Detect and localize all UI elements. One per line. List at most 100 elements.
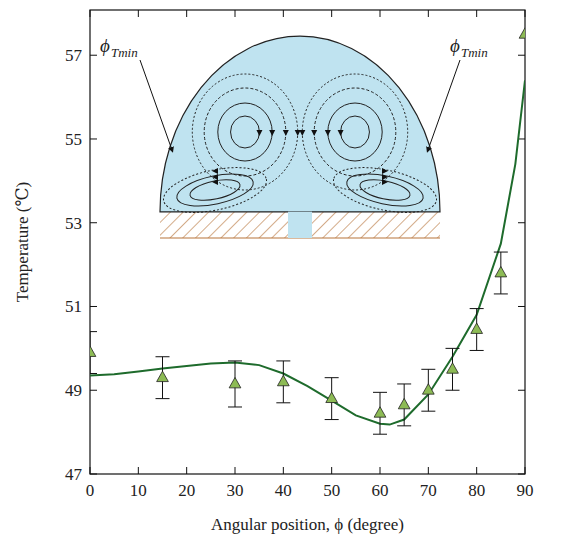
error-bar [494, 252, 508, 294]
streamline [341, 116, 370, 148]
annotation: ϕ [100, 35, 110, 56]
streamline [192, 74, 297, 190]
x-tick-top [138, 10, 139, 17]
error-bar [470, 309, 484, 351]
error-bar [373, 392, 387, 434]
x-tick-label: 10 [130, 481, 147, 500]
x-tick-top [186, 10, 187, 17]
fit-line [90, 80, 525, 424]
error-bar [397, 384, 411, 426]
flow-arrow [338, 130, 344, 136]
vortex-group [159, 74, 300, 220]
vortex-group [299, 74, 440, 220]
x-tick-top [331, 10, 332, 17]
streamline [302, 74, 407, 190]
error-bar [446, 348, 460, 390]
streamline [328, 103, 382, 161]
y-tick-right [518, 390, 525, 391]
x-tick [476, 467, 477, 474]
x-tick [186, 467, 187, 474]
flow-arrow [269, 130, 275, 136]
leader-line [140, 60, 172, 150]
data-point [229, 377, 241, 387]
data-point [277, 375, 289, 385]
x-tick-label: 0 [86, 481, 95, 500]
x-tick-label: 50 [323, 481, 340, 500]
x-tick-label: 30 [227, 481, 244, 500]
streamline [204, 88, 286, 176]
y-axis-title: Temperature (℃) [13, 182, 32, 302]
streamline [344, 168, 426, 212]
x-tick-top [476, 10, 477, 17]
x-tick-top [380, 10, 381, 17]
data-point [471, 323, 483, 333]
substrate-top [160, 211, 288, 212]
data-layer [90, 28, 525, 434]
error-bar [156, 357, 170, 399]
data-point [398, 398, 410, 408]
x-tick-top [283, 10, 284, 17]
chart: ϕTminϕTmin010203040506070809047495153555… [0, 0, 567, 556]
data-point [326, 392, 338, 402]
y-tick-right [518, 222, 525, 223]
data-point [519, 28, 525, 38]
error-bar [90, 332, 97, 374]
flow-arrow [212, 168, 218, 174]
error-bar [325, 378, 339, 420]
x-tick-label: 40 [275, 481, 292, 500]
x-tick-label: 90 [517, 481, 534, 500]
substrate-top [312, 211, 440, 212]
annotation-sub: Tmin [461, 45, 488, 60]
y-tick-label: 51 [65, 297, 82, 316]
y-tick [90, 55, 97, 56]
y-tick-label: 57 [65, 46, 83, 65]
flow-arrow [212, 174, 218, 180]
streamline [314, 88, 396, 176]
streamline [231, 116, 260, 148]
droplet [160, 36, 440, 212]
y-tick [90, 474, 97, 475]
data-point [422, 384, 434, 394]
y-tick-right [518, 474, 525, 475]
y-tick [90, 390, 97, 391]
streamline [329, 160, 440, 221]
flow-arrow [311, 130, 317, 136]
flow-arrow [382, 174, 388, 180]
data-point [157, 371, 169, 381]
x-tick [283, 467, 284, 474]
y-tick-label: 53 [65, 214, 82, 233]
error-bar [421, 369, 435, 411]
x-tick-label: 20 [178, 481, 195, 500]
flow-arrow [283, 130, 289, 136]
inset-diagram [159, 36, 440, 238]
x-tick-label: 80 [468, 481, 485, 500]
leader-line [428, 60, 460, 150]
data-point [374, 407, 386, 417]
flow-arrow [382, 179, 388, 185]
streamline [159, 160, 270, 221]
annotation-sub: Tmin [111, 45, 138, 60]
orifice [288, 212, 312, 238]
y-tick-right [518, 55, 525, 56]
x-tick [331, 467, 332, 474]
y-tick [90, 222, 97, 223]
flow-arrow [212, 179, 218, 185]
x-tick [138, 467, 139, 474]
flow-arrow [299, 130, 305, 136]
flow-arrow [256, 130, 262, 136]
x-tick-top [428, 10, 429, 17]
x-tick-label: 70 [420, 481, 437, 500]
x-tick-top [90, 10, 91, 17]
flow-arrow [382, 168, 388, 174]
data-point [447, 363, 459, 373]
x-tick-label: 60 [372, 481, 389, 500]
error-bar [276, 361, 290, 403]
y-tick-label: 55 [65, 130, 82, 149]
annotation: ϕ [450, 35, 460, 56]
x-tick-top [235, 10, 236, 17]
y-tick [90, 306, 97, 307]
x-tick [235, 467, 236, 474]
data-point [90, 346, 96, 356]
x-axis-title: Angular position, ϕ (degree) [211, 515, 404, 534]
streamline [188, 176, 242, 204]
